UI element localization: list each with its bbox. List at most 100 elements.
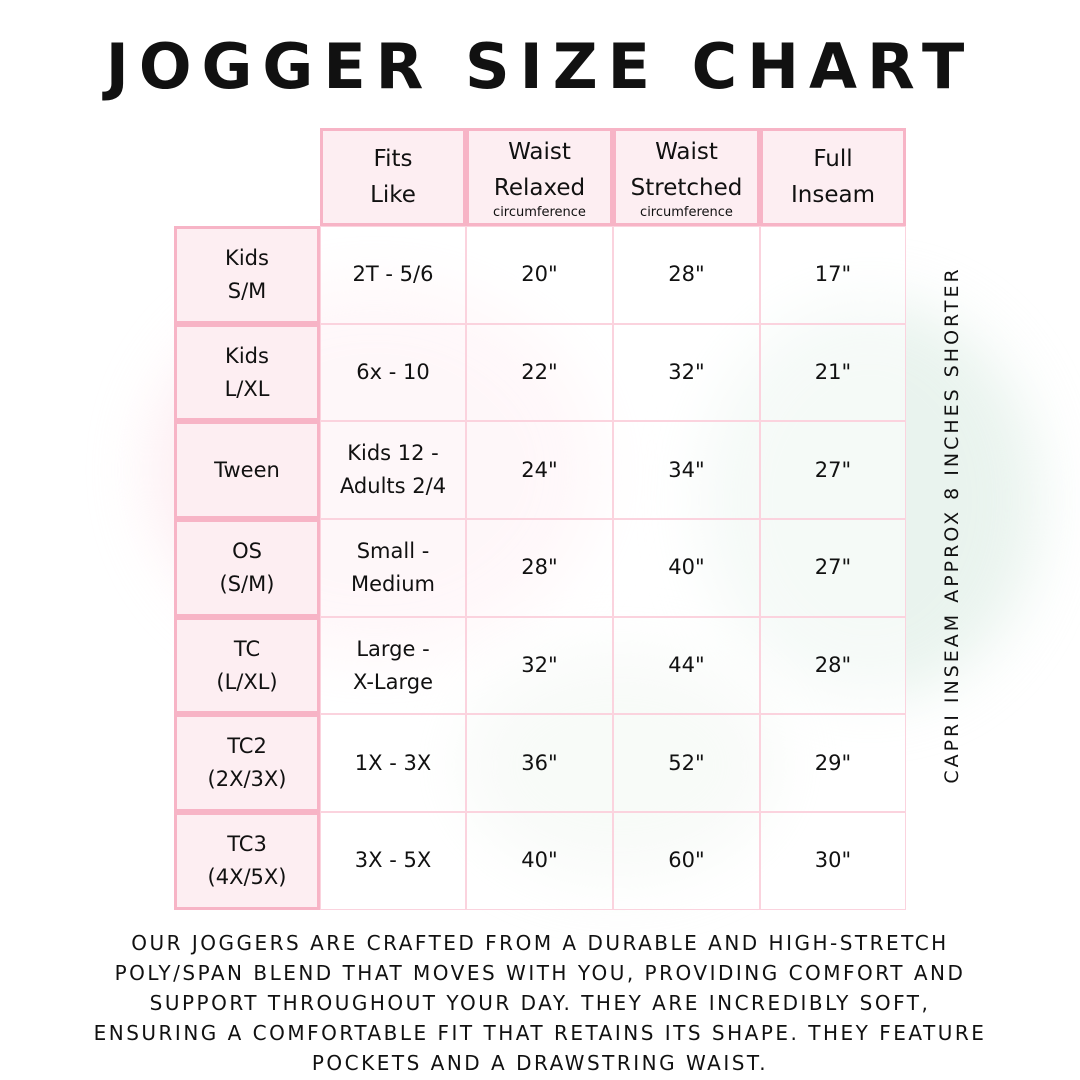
inseam-cell: 27" [760,421,906,520]
stretched-cell: 44" [613,616,760,715]
inseam-cell: 28" [760,616,906,715]
relaxed-cell: 20" [466,226,613,324]
description: OUR JOGGERS ARE CRAFTED FROM A DURABLE A… [0,928,1080,1078]
size-line: (4X/5X) [207,864,287,889]
fits-line: 2T - 5/6 [352,262,434,287]
size-line: TC2 [227,734,267,759]
size-line: TC3 [227,831,267,856]
header-line: Fits [373,146,413,172]
corner-cell [174,128,320,226]
column-header: Waist Stretched circumference [613,128,760,226]
value: 44" [668,653,705,678]
fits-line: 6x - 10 [356,360,430,385]
value: 28" [668,262,705,287]
value: 30" [814,848,852,873]
value: 28" [814,653,852,678]
stretched-cell: 40" [613,519,760,617]
header-line: Waist [508,139,571,165]
value: 40" [521,848,558,873]
fits-line: Small - [356,538,430,563]
fits-line: Medium [351,571,435,596]
stretched-cell: 32" [613,323,760,422]
column-header: Full Inseam [760,128,906,226]
value: 34" [668,457,705,482]
stretched-cell: 52" [613,714,760,813]
relaxed-cell: 40" [466,812,613,910]
header-line: Like [370,182,416,208]
size-line: S/M [227,278,267,303]
size-table: Fits Like Waist Relaxed circumference Waist St… [174,128,906,910]
header-subtitle: circumference [493,205,586,220]
header-line: Stretched [630,175,743,201]
header-subtitle: circumference [640,205,733,220]
fits-line: X-Large [352,669,433,694]
value: 40" [668,555,705,580]
value: 29" [814,750,852,775]
size-line: Tween [214,457,280,482]
value: 22" [521,360,558,385]
footer-line: POCKETS AND A DRAWSTRING WAIST. [311,1051,769,1075]
size-label: TC3 (4X/5X) [174,812,320,910]
fits-line: Large - [356,636,430,661]
relaxed-cell: 28" [466,519,613,617]
value: 20" [521,262,558,287]
value: 60" [668,848,705,873]
size-line: (2X/3X) [207,767,287,792]
inseam-cell: 27" [760,519,906,617]
footer-line: OUR JOGGERS ARE CRAFTED FROM A DURABLE A… [131,931,949,955]
stretched-cell: 60" [613,812,760,910]
size-line: (L/XL) [216,669,278,694]
relaxed-cell: 24" [466,421,613,520]
fits-line: Adults 2/4 [339,474,447,499]
value: 32" [521,653,558,678]
value: 27" [814,457,852,482]
value: 27" [814,555,852,580]
size-line: Kids [225,245,269,270]
header-line: Relaxed [493,175,586,201]
size-line: OS [232,538,262,563]
value: 21" [814,360,852,385]
value: 36" [521,750,558,775]
relaxed-cell: 32" [466,616,613,715]
footer-line: POLY/SPAN BLEND THAT MOVES WITH YOU, PRO… [114,961,966,985]
value: 32" [668,360,705,385]
relaxed-cell: 36" [466,714,613,813]
size-label: Kids L/XL [174,323,320,422]
column-header: Fits Like [320,128,466,226]
value: 52" [668,750,705,775]
fits-like-cell: 6x - 10 [320,323,466,422]
footer-line: SUPPORT THROUGHOUT YOUR DAY. THEY ARE IN… [149,991,931,1015]
fits-like-cell: Large - X-Large [320,616,466,715]
inseam-cell: 21" [760,323,906,422]
size-label: OS (S/M) [174,519,320,617]
fits-like-cell: 3X - 5X [320,812,466,910]
size-line: Kids [225,343,269,368]
value: 17" [814,262,852,287]
size-line: L/XL [224,376,270,401]
column-header: Waist Relaxed circumference [466,128,613,226]
stretched-cell: 34" [613,421,760,520]
fits-line: Kids 12 - [347,441,439,466]
size-label: Kids S/M [174,226,320,324]
relaxed-cell: 22" [466,323,613,422]
header-line: Inseam [791,182,875,208]
value: 24" [521,457,558,482]
fits-like-cell: Kids 12 - Adults 2/4 [320,421,466,520]
inseam-cell: 29" [760,714,906,813]
size-label: TC2 (2X/3X) [174,714,320,813]
fits-line: 1X - 3X [354,750,432,775]
inseam-cell: 17" [760,226,906,324]
size-line: TC [233,636,261,661]
inseam-cell: 30" [760,812,906,910]
fits-like-cell: Small - Medium [320,519,466,617]
size-line: (S/M) [219,571,275,596]
fits-line: 3X - 5X [354,848,432,873]
fits-like-cell: 2T - 5/6 [320,226,466,324]
stretched-cell: 28" [613,226,760,324]
capri-note: CAPRI INSEAM APPROX 8 INCHES SHORTER [941,266,963,784]
size-label: Tween [174,421,320,520]
header-line: Full [813,146,853,172]
page-title: JOGGER SIZE CHART [105,30,975,103]
value: 28" [521,555,558,580]
footer-line: ENSURING A COMFORTABLE FIT THAT RETAINS … [93,1021,987,1045]
